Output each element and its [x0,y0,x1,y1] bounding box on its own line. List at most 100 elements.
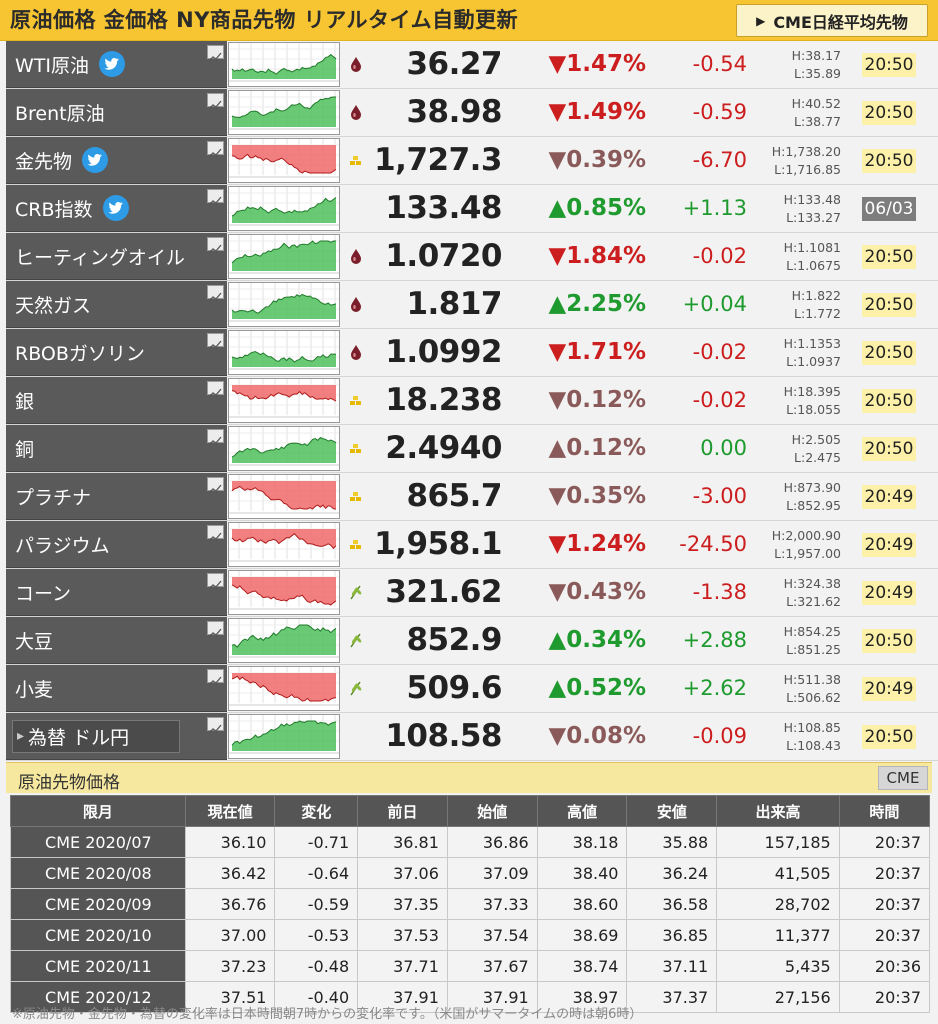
low-value: L:18.055 [786,402,841,417]
commodity-name-cell[interactable]: WTI原油 [6,41,227,88]
chart-zoom-icon[interactable] [207,573,224,590]
commodity-row[interactable]: WTI原油 36.27 ▼1.47% -0.54 H:38.17 L:35.89 20:50 [6,41,938,89]
commodity-name-cell[interactable]: Brent原油 [6,89,227,136]
commodity-row[interactable]: 小麦 509.6 ▲0.52% +2.62 H:511.38 L:506.62 20:49 [6,665,938,713]
twitter-icon[interactable] [82,147,109,173]
commodity-row[interactable]: 天然ガス 1.817 ▲2.25% +0.04 H:1.822 L:1.772 20:50 [6,281,938,329]
chart-zoom-icon[interactable] [207,429,224,446]
commodity-name-cell[interactable]: 金先物 [6,137,227,184]
chart-zoom-icon[interactable] [207,525,224,542]
contract-month-cell: CME 2020/07 [10,826,186,858]
commodity-name-cell[interactable]: CRB指数 [6,185,227,232]
sparkline-chart[interactable] [228,426,340,471]
table-cell: 37.00 [184,919,276,951]
chart-zoom-icon[interactable] [207,45,224,62]
low-value: L:2.475 [794,450,841,465]
price-change: -0.02 [692,388,747,412]
commodity-name-cell[interactable]: RBOBガソリン [6,329,227,376]
fx-usdjpy-button[interactable]: ▸ 為替 ドル円 [12,719,180,753]
sparkline-chart[interactable] [228,474,340,519]
chart-zoom-icon[interactable] [207,477,224,494]
commodity-row[interactable]: 大豆 852.9 ▲0.34% +2.88 H:854.25 L:851.25 20:50 [6,617,938,665]
commodity-name-cell[interactable]: ヒーティングオイル [6,233,227,280]
commodity-row[interactable]: 銅 2.4940 ▲0.12% 0.00 H:2.505 L:2.475 20:50 [6,425,938,473]
commodity-row[interactable]: コーン 321.62 ▼0.43% -1.38 H:324.38 L:321.62 20:4… [6,569,938,617]
commodity-row[interactable]: 金先物 1,727.3 ▼0.39% -6.70 H:1,738.20 L:1,716.8… [6,137,938,185]
commodity-name: CRB指数 [15,198,93,221]
high-value: H:324.38 [783,576,841,591]
commodity-row[interactable]: RBOBガソリン 1.0992 ▼1.71% -0.02 H:1.1353 L:1.093… [6,329,938,377]
commodity-name-cell[interactable]: 銅 [6,425,227,472]
sparkline-chart[interactable] [228,330,340,375]
high-value: H:2.505 [791,432,841,447]
commodity-row[interactable]: パラジウム 1,958.1 ▼1.24% -24.50 H:2,000.90 L:1,95… [6,521,938,569]
commodity-name-cell[interactable]: 大豆 [6,617,227,664]
commodity-name-cell[interactable]: プラチナ [6,473,227,520]
cme-tab-button[interactable]: CME [878,766,928,790]
chart-zoom-icon[interactable] [207,237,224,254]
commodity-name: 銀 [15,390,35,413]
sparkline-chart[interactable] [228,666,340,711]
chart-zoom-icon[interactable] [207,333,224,350]
low-value: L:1,716.85 [774,162,841,177]
chart-zoom-icon[interactable] [207,141,224,158]
chart-zoom-icon[interactable] [207,717,224,734]
table-cell: 38.69 [536,919,628,951]
commodity-name-cell[interactable]: ▸ 為替 ドル円 [6,713,227,760]
table-cell: 38.18 [536,826,628,858]
sparkline-chart[interactable] [228,714,340,759]
sparkline-chart[interactable] [228,42,340,87]
commodity-name-cell[interactable]: 小麦 [6,665,227,712]
commodity-name-cell[interactable]: パラジウム [6,521,227,568]
gold-bar-icon [347,391,365,409]
table-cell: 36.10 [184,826,276,858]
commodity-row[interactable]: ヒーティングオイル 1.0720 ▼1.84% -0.02 H:1.1081 L:1.06… [6,233,938,281]
chart-zoom-icon[interactable] [207,93,224,110]
commodity-row[interactable]: Brent原油 38.98 ▼1.49% -0.59 H:40.52 L:38.77 20:… [6,89,938,137]
percent-change: ▼1.84% [548,243,646,269]
commodity-name-cell[interactable]: コーン [6,569,227,616]
price-value: 321.62 [385,574,502,610]
chart-zoom-icon[interactable] [207,381,224,398]
sparkline-chart[interactable] [228,378,340,423]
high-value: H:1.1081 [783,240,841,255]
commodity-name-cell[interactable]: 銀 [6,377,227,424]
commodity-row[interactable]: CRB指数 133.48 ▲0.85% +1.13 H:133.48 L:133.27 06… [6,185,938,233]
sparkline-chart[interactable] [228,522,340,567]
chart-zoom-icon[interactable] [207,189,224,206]
chart-zoom-icon[interactable] [207,669,224,686]
high-low: H:40.52 L:38.77 [751,95,841,131]
commodity-row[interactable]: 銀 18.238 ▼0.12% -0.02 H:18.395 L:18.055 20:50 [6,377,938,425]
twitter-icon[interactable] [102,195,129,221]
price-value: 1.0720 [385,238,502,274]
sparkline-chart[interactable] [228,570,340,615]
cme-nikkei-button[interactable]: ▶ CME日経平均先物 [736,4,928,37]
sparkline-chart[interactable] [228,618,340,663]
high-low: H:511.38 L:506.62 [751,671,841,707]
commodity-name-cell[interactable]: 天然ガス [6,281,227,328]
twitter-icon[interactable] [99,51,125,77]
commodity-row[interactable]: プラチナ 865.7 ▼0.35% -3.00 H:873.90 L:852.95 20:4… [6,473,938,521]
price-change: +1.13 [682,196,747,220]
table-row: CME 2020/09 36.76 -0.59 37.35 37.33 38.60 36.5… [10,888,931,920]
gold-bar-icon [347,535,365,553]
price-value: 38.98 [406,94,502,130]
gold-bar-icon [347,151,365,169]
table-cell: -0.53 [274,919,359,951]
high-low: H:38.17 L:35.89 [751,47,841,83]
table-cell: 28,702 [716,888,840,920]
sparkline-chart[interactable] [228,282,340,327]
sparkline-chart[interactable] [228,138,340,183]
chart-zoom-icon[interactable] [207,621,224,638]
commodity-row[interactable]: ▸ 為替 ドル円 108.58 ▼0.08% -0.09 H:108.85 L:108.43… [6,713,938,761]
table-cell: -0.40 [274,981,359,1013]
oil-drop-icon [347,295,365,313]
sparkline-chart[interactable] [228,90,340,135]
chart-zoom-icon[interactable] [207,285,224,302]
price-value: 2.4940 [385,430,502,466]
sparkline-chart[interactable] [228,234,340,279]
oil-drop-icon [347,103,365,121]
sparkline-chart[interactable] [228,186,340,231]
column-header: 変化 [274,795,359,827]
high-value: H:1.1353 [783,336,841,351]
